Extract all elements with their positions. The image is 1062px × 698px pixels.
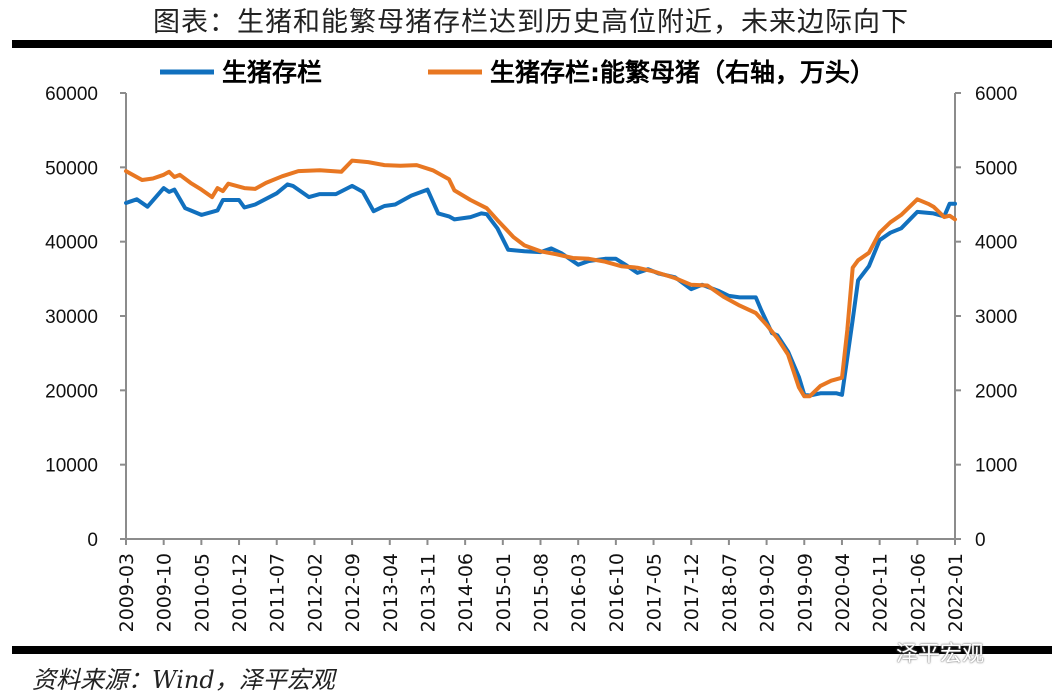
right-tick-label: 3000 [975, 307, 1017, 328]
series-line-1 [124, 182, 957, 398]
right-tick-label: 1000 [975, 456, 1017, 477]
chart-title: 图表：生猪和能繁母猪存栏达到历史高位附近，未来边际向下 [153, 7, 909, 38]
x-tick-label: 2013-11 [417, 553, 439, 632]
x-tick-label: 2012-02 [304, 553, 326, 632]
left-tick-label: 0 [87, 530, 98, 551]
x-tick-label: 2011-07 [267, 553, 289, 632]
x-tick-label: 2016-10 [606, 553, 628, 632]
x-tick-label: 2010-05 [191, 553, 213, 632]
x-tick-label: 2022-01 [945, 553, 967, 632]
left-tick-label: 20000 [45, 381, 98, 402]
legend-label-1: 生猪存栏 [222, 58, 322, 87]
x-tick-label: 2009-03 [116, 553, 138, 632]
right-tick-label: 2000 [975, 381, 1017, 402]
right-tick-label: 4000 [975, 233, 1017, 254]
x-tick-label: 2014-06 [455, 553, 477, 632]
x-tick-label: 2015-08 [531, 553, 553, 632]
x-tick-label: 2019-09 [794, 553, 816, 632]
series-line-2 [124, 158, 957, 399]
x-tick-label: 2017-05 [644, 553, 666, 632]
legend-label-2: 生猪存栏:能繁母猪（右轴，万头） [490, 58, 875, 87]
x-tick-label: 2020-04 [832, 553, 854, 632]
right-tick-label: 6000 [975, 84, 1017, 105]
left-tick-label: 50000 [45, 158, 98, 179]
x-tick-label: 2009-10 [154, 553, 176, 632]
x-tick-label: 2021-06 [907, 553, 929, 632]
right-tick-label: 5000 [975, 158, 1017, 179]
top-rule [12, 40, 1052, 48]
source-note: 资料来源：Wind，泽平宏观 [32, 666, 335, 694]
right-tick-label: 0 [975, 530, 986, 551]
x-tick-label: 2010-12 [229, 553, 251, 632]
x-tick-label: 2019-02 [757, 553, 779, 632]
left-tick-label: 60000 [45, 84, 98, 105]
x-tick-label: 2012-09 [342, 553, 364, 632]
bottom-rule [12, 646, 1052, 654]
x-tick-label: 2013-04 [380, 553, 402, 632]
left-tick-label: 30000 [45, 307, 98, 328]
x-tick-label: 2020-11 [870, 553, 892, 632]
x-tick-label: 2017-12 [681, 553, 703, 632]
left-tick-label: 10000 [45, 456, 98, 477]
x-tick-label: 2016-03 [568, 553, 590, 632]
x-tick-label: 2015-01 [493, 553, 515, 632]
left-tick-label: 40000 [45, 233, 98, 254]
x-tick-label: 2018-07 [719, 553, 741, 632]
watermark: 泽平宏观 [896, 642, 985, 667]
